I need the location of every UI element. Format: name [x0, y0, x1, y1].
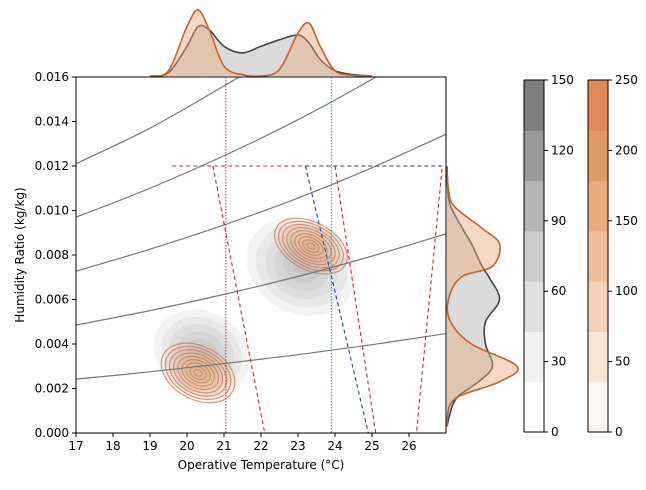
top-marginal-orange-fill [150, 9, 372, 77]
grey-colorbar-tick-label-2: 60 [551, 284, 566, 298]
orange-colorbar-band-3 [588, 230, 608, 282]
kde-orange-contour-1-5 [294, 233, 328, 260]
x-axis-ticks: 17 18 19 20 21 22 23 24 25 26 [68, 433, 417, 453]
colorbars: 0 30 60 90 120 150 0 50 100 150 200 250 [523, 73, 638, 439]
y-axis-label: Humidity Ratio (kg/kg) [13, 187, 27, 322]
kde-orange-contour-1-8 [306, 242, 316, 250]
y-tick-label-5: 0.010 [35, 204, 69, 218]
grey-colorbar-band-6 [524, 80, 544, 131]
grey-colorbar-band-4 [524, 180, 544, 232]
orange-colorbar-tick-label-3: 150 [615, 214, 638, 228]
y-tick-label-0: 0.000 [35, 426, 69, 440]
x-tick-label-26: 26 [401, 439, 416, 453]
main-plot-area [76, 77, 446, 433]
x-tick-label-24: 24 [327, 439, 342, 453]
grey-colorbar-band-2 [524, 281, 544, 332]
grey-colorbar-band-3 [524, 230, 544, 282]
top-marginal-orange-line [149, 9, 373, 78]
right-marginal-grey-line [446, 165, 501, 427]
rh-curve-4 [76, 77, 378, 218]
orange-colorbar-band-5 [588, 130, 608, 182]
kde-orange-contour-0-8 [193, 369, 203, 377]
orange-colorbar-tick-label-1: 50 [615, 355, 630, 369]
zone-blue-edge-0 [304, 165, 369, 433]
top-marginal-grey-fill [150, 25, 372, 77]
grey-colorbar-tick-label-4: 120 [551, 143, 574, 157]
rh-curve-3 [76, 133, 446, 272]
rh-curve-2 [76, 233, 446, 326]
zone-red-edge-0 [212, 165, 266, 433]
rh-curve-5 [76, 77, 241, 165]
grey-colorbar-tick-label-5: 150 [551, 73, 574, 87]
y-tick-label-8: 0.016 [35, 70, 69, 84]
y-axis-ticks: 0.000 0.002 0.004 0.006 0.008 0.010 0.012 0.014… [35, 70, 76, 440]
rh-curves [76, 77, 446, 380]
kde-orange-contour-1-7 [302, 239, 320, 253]
kde-grey-contour-1-1 [255, 224, 348, 308]
kde-orange-contour-0-7 [189, 365, 207, 381]
y-tick-label-4: 0.008 [35, 248, 69, 262]
orange-colorbar-tick-label-5: 250 [615, 73, 638, 87]
y-tick-label-3: 0.006 [35, 293, 69, 307]
y-tick-label-2: 0.004 [35, 337, 69, 351]
grey-colorbar-tick-label-3: 90 [551, 214, 566, 228]
x-tick-label-17: 17 [68, 439, 83, 453]
kde-orange-contour-1-6 [298, 236, 324, 256]
zone-red-edge-1 [334, 165, 377, 433]
x-tick-label-22: 22 [253, 439, 268, 453]
grey-colorbar-tick-label-1: 30 [551, 355, 566, 369]
comfort-zones [172, 165, 443, 433]
orange-colorbar-band-6 [588, 80, 608, 131]
orange-colorbar-tick-label-0: 0 [615, 425, 623, 439]
grey-colorbar-band-1 [524, 331, 544, 383]
grey-colorbar-tick-label-0: 0 [551, 425, 559, 439]
y-tick-label-1: 0.002 [35, 382, 69, 396]
top-marginal-grey-line [149, 24, 373, 77]
kde-orange-contour-1-3 [286, 226, 336, 266]
orange-colorbar-band-0 [588, 381, 608, 433]
x-axis-label: Operative Temperature (°C) [178, 458, 345, 472]
orange-colorbar-tick-label-4: 200 [615, 143, 638, 157]
kde-orange-contour-1-2 [282, 223, 340, 269]
right-marginal-kde [446, 165, 519, 427]
x-tick-label-25: 25 [364, 439, 379, 453]
grey-colorbar-band-5 [524, 130, 544, 182]
orange-colorbar-band-2 [588, 281, 608, 332]
kde-orange-contour-0-0 [160, 342, 236, 404]
grey-colorbar-frame [523, 79, 545, 433]
y-tick-label-7: 0.014 [35, 115, 69, 129]
right-marginal-orange-line [446, 165, 519, 427]
x-tick-label-20: 20 [179, 439, 194, 453]
rh-curve-1 [76, 332, 446, 380]
y-tick-label-6: 0.012 [35, 159, 69, 173]
orange-colorbar-band-1 [588, 331, 608, 383]
grey-colorbar-band-0 [524, 381, 544, 433]
orange-colorbar-frame [587, 79, 609, 433]
right-marginal-orange-fill [447, 166, 519, 427]
x-tick-label-19: 19 [142, 439, 157, 453]
x-tick-label-18: 18 [105, 439, 120, 453]
reference-lines [225, 77, 332, 433]
top-marginal-kde [149, 9, 373, 78]
kde-orange-contour-0-5 [181, 359, 215, 387]
kde-orange-contour-0-6 [185, 362, 211, 384]
orange-colorbar-tick-label-2: 100 [615, 284, 638, 298]
right-marginal-grey-fill [447, 166, 500, 427]
kde-grey-contour-1-0 [246, 216, 357, 316]
orange-colorbar-band-4 [588, 180, 608, 232]
x-tick-label-23: 23 [290, 439, 305, 453]
x-tick-label-21: 21 [216, 439, 231, 453]
